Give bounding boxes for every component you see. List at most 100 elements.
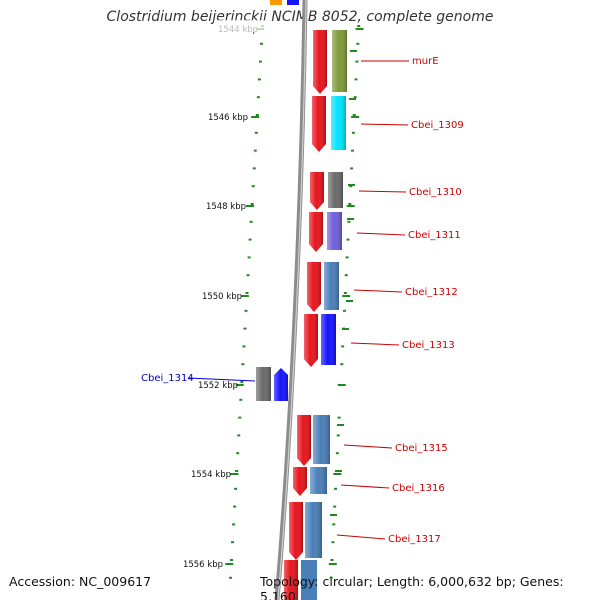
scale-tick (243, 327, 247, 330)
scale-tick (333, 505, 337, 508)
scale-tick (345, 256, 349, 259)
gene-labels: murE Cbei_1309 Cbei_1310 Cbei_1311 Cbei_… (141, 56, 464, 545)
cds-shading (309, 212, 323, 252)
scale-tick (357, 25, 361, 27)
scale-tick-major (333, 473, 342, 475)
scale-tick-major (355, 28, 364, 30)
map-title: Clostridium beijerinckii NCIMB 8052, com… (106, 9, 494, 25)
scale-tick (329, 576, 333, 579)
scale-tick (228, 576, 232, 579)
scale-tick (230, 559, 234, 561)
scale-tick-major (337, 384, 346, 386)
gene-label-cbei-1309[interactable]: Cbei_1309 (411, 120, 464, 131)
backbone-highlight (277, 0, 307, 600)
scale-tick (352, 114, 356, 116)
scale-tick (236, 452, 240, 455)
gene-label-cbei-1312[interactable]: Cbei_1312 (405, 287, 458, 298)
gene-label-cbei-1316[interactable]: Cbei_1316 (392, 483, 445, 494)
scale-tick-major (328, 563, 337, 565)
scale-tick (242, 345, 246, 348)
scale-tick (330, 514, 337, 516)
leader-line (336, 534, 386, 540)
scale-tick (232, 523, 236, 526)
scale-tick-major (351, 116, 360, 118)
backbone-line (274, 0, 308, 600)
scale-tick (354, 78, 358, 81)
leader-line (360, 123, 409, 126)
gene-label-cbei-1310[interactable]: Cbei_1310 (409, 187, 462, 198)
gene-label-cbei-1313[interactable]: Cbei_1313 (402, 340, 455, 351)
scale-tick (252, 167, 256, 170)
gene-block-shading (321, 314, 336, 365)
scale-tick (342, 328, 349, 330)
scale-label: 1546 kbp (208, 113, 248, 123)
scale-tick-major (342, 295, 351, 297)
gene-label-cbei-1311[interactable]: Cbei_1311 (408, 230, 461, 241)
scale-label: 1548 kbp (206, 202, 246, 212)
scale-tick (341, 345, 345, 348)
scale-tick (239, 398, 243, 401)
gene-block-shading (305, 502, 322, 558)
scale-tick-major (346, 205, 355, 207)
gene-label-cbei-1314[interactable]: Cbei_1314 (141, 373, 194, 384)
scale-tick (331, 541, 335, 544)
cds-shading (297, 415, 311, 466)
gene-block-shading (331, 96, 346, 150)
scale-tick (249, 220, 253, 223)
scale-tick (355, 60, 359, 63)
scale-tick (250, 203, 254, 205)
scale-tick (245, 292, 249, 294)
partial-feature-blue (287, 0, 299, 5)
scale-tick (342, 309, 346, 312)
gene-block-shading (328, 172, 343, 208)
cds-shading (313, 30, 327, 94)
gene-label-cbei-1317[interactable]: Cbei_1317 (388, 534, 441, 545)
cds-shading (307, 262, 321, 312)
scale-tick (231, 541, 235, 544)
scale-label: 1554 kbp (191, 470, 231, 480)
scale-tick (246, 274, 250, 277)
scale-tick-major (225, 563, 234, 565)
gene-block-shading (256, 367, 271, 401)
gene-block-shading (324, 262, 339, 310)
scale-tick (244, 309, 248, 312)
leader-line (356, 232, 406, 236)
leader-line (340, 484, 390, 489)
scale-tick (254, 131, 258, 134)
scale-tick (348, 184, 355, 186)
scale-tick (350, 50, 357, 52)
scale-tick (353, 96, 357, 99)
leader-line (358, 190, 407, 193)
scale-tick (346, 238, 350, 241)
scale-label: 1552 kbp (198, 381, 238, 391)
scale-tick (251, 185, 255, 188)
genome-summary-text: Topology: circular; Length: 6,000,632 bp… (260, 574, 564, 600)
cds-shading (289, 502, 303, 560)
label-mask (214, 20, 266, 32)
scale-tick (349, 185, 353, 188)
scale-tick (255, 114, 259, 116)
scale-tick-major (230, 473, 239, 475)
scale-tick (258, 60, 262, 63)
scale-tick (335, 452, 339, 455)
scale-tick (253, 149, 257, 152)
scale-tick (257, 78, 261, 81)
scale-tick (347, 218, 354, 220)
scale-tick-major (251, 116, 260, 118)
scale-tick (241, 363, 245, 366)
leader-line (350, 342, 400, 346)
cds-shading (304, 314, 318, 367)
scale-tick (233, 505, 237, 508)
gene-label-cbei-1315[interactable]: Cbei_1315 (395, 443, 448, 454)
gene-label-mure[interactable]: murE (412, 56, 439, 67)
scale-tick (237, 434, 241, 437)
cds-shading (284, 560, 298, 600)
scale-label: 1556 kbp (183, 560, 223, 570)
scale-tick (351, 131, 355, 134)
scale-tick (343, 292, 347, 294)
scale-tick-major (240, 295, 249, 297)
scale-tick (247, 256, 251, 259)
gene-block-shading (313, 415, 330, 464)
